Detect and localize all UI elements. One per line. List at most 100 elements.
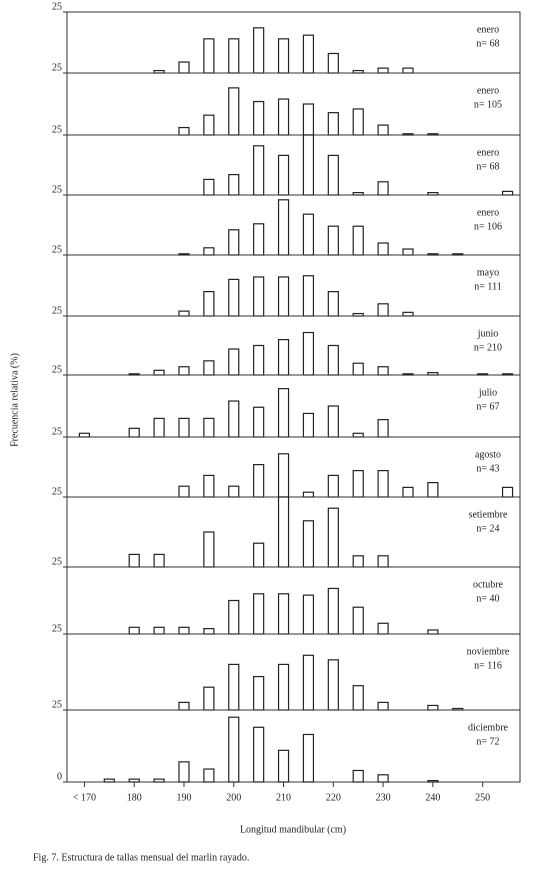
bar xyxy=(327,112,339,136)
bar xyxy=(153,369,165,376)
bar xyxy=(302,412,315,438)
bar xyxy=(253,276,265,317)
bar xyxy=(427,779,439,783)
panel-frame xyxy=(66,709,521,783)
bar xyxy=(178,366,190,376)
bar xyxy=(253,542,265,568)
bar xyxy=(103,778,115,783)
bar xyxy=(78,432,91,438)
bar xyxy=(203,768,215,783)
panel-title: enero xyxy=(477,24,499,35)
x-tick-label: < 170 xyxy=(73,792,96,803)
bar xyxy=(302,491,315,498)
bar xyxy=(153,553,165,568)
bar xyxy=(377,181,389,196)
panel-subtitle: n= 111 xyxy=(474,281,501,292)
bar xyxy=(178,761,190,783)
panel-subtitle: n= 68 xyxy=(476,161,499,172)
bar xyxy=(352,606,364,635)
y-tick-label: 0 xyxy=(57,771,62,782)
y-tick-label: 25 xyxy=(52,184,62,195)
bar xyxy=(327,587,339,635)
y-tick-label: 25 xyxy=(52,124,62,135)
bar xyxy=(128,626,140,635)
bar xyxy=(128,778,140,783)
bar xyxy=(228,348,240,376)
bar xyxy=(377,701,389,711)
panel-subtitle: n= 68 xyxy=(476,38,499,49)
bar xyxy=(327,659,339,711)
x-axis-label: Longitud mandibular (cm) xyxy=(240,824,346,835)
bar xyxy=(277,154,290,196)
bar xyxy=(253,464,265,498)
bar xyxy=(501,486,514,498)
bar xyxy=(302,103,315,136)
bar xyxy=(203,360,215,376)
y-axis-label: Frecuencia relativa (%) xyxy=(9,353,20,447)
bar xyxy=(203,178,215,196)
bar xyxy=(302,654,315,711)
bar xyxy=(327,507,339,568)
bar xyxy=(153,626,165,635)
panel-frame xyxy=(66,72,521,136)
bar xyxy=(402,486,414,498)
y-tick-label: 25 xyxy=(52,244,62,255)
bar xyxy=(352,769,364,783)
bar xyxy=(203,38,215,74)
bar xyxy=(153,417,165,438)
bar xyxy=(302,331,315,376)
bar xyxy=(277,388,290,438)
bar xyxy=(377,303,389,317)
bar xyxy=(402,248,414,256)
x-tick-label: 230 xyxy=(376,792,391,803)
bar xyxy=(203,247,215,256)
bar xyxy=(302,34,315,74)
bar xyxy=(302,733,315,783)
bar xyxy=(128,427,140,438)
panel-subtitle: n= 106 xyxy=(474,221,502,232)
caption: Fig. 7. Estructura de tallas mensual del… xyxy=(33,852,249,863)
panel-title: enero xyxy=(477,207,499,218)
bar xyxy=(277,38,290,74)
bar xyxy=(203,531,215,568)
x-tick-label: 250 xyxy=(475,792,490,803)
x-tick-label: 200 xyxy=(226,792,241,803)
bar xyxy=(427,482,439,498)
bar xyxy=(253,593,265,635)
panel-frame xyxy=(66,633,521,711)
y-tick-label: 25 xyxy=(52,426,62,437)
bar xyxy=(253,145,265,196)
panel-title: enero xyxy=(477,147,499,158)
bar xyxy=(228,716,240,783)
panel-title: noviembre xyxy=(467,646,510,657)
y-tick-label: 25 xyxy=(52,62,62,73)
bar xyxy=(302,594,315,635)
bar xyxy=(277,339,290,376)
bar xyxy=(377,622,389,635)
bar xyxy=(253,726,265,783)
bar xyxy=(228,599,240,635)
panel-frame xyxy=(66,11,521,74)
bar xyxy=(327,225,339,256)
bar xyxy=(327,344,339,376)
panel-subtitle: n= 40 xyxy=(476,593,499,604)
bar xyxy=(228,485,240,498)
bar xyxy=(203,417,215,438)
bar xyxy=(203,291,215,317)
bar xyxy=(402,67,414,74)
y-tick-label: 25 xyxy=(52,305,62,316)
bar xyxy=(377,366,389,376)
bar xyxy=(327,154,339,196)
bar xyxy=(178,61,190,74)
panel-subtitle: n= 67 xyxy=(476,401,499,412)
y-tick-label: 25 xyxy=(52,364,62,375)
bar xyxy=(277,276,290,317)
bar xyxy=(277,749,290,783)
bar xyxy=(377,67,389,74)
panel-title: mayo xyxy=(477,267,499,278)
bar xyxy=(377,242,389,256)
bar xyxy=(327,474,339,498)
panel-title: octubre xyxy=(473,579,504,590)
bar xyxy=(427,704,439,711)
